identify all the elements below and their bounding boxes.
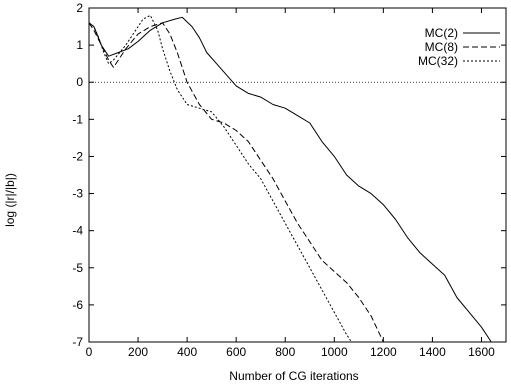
series-line-mc-2 bbox=[88, 16, 492, 343]
legend-label: MC(8) bbox=[425, 40, 458, 54]
x-tick-label: 1000 bbox=[321, 345, 348, 359]
legend-label: MC(2) bbox=[425, 26, 458, 40]
x-tick-label: 1400 bbox=[419, 345, 446, 359]
y-tick-label: -4 bbox=[72, 224, 83, 238]
y-axis-label: log (|r|/|b|) bbox=[3, 173, 17, 227]
legend-label: MC(32) bbox=[418, 54, 458, 68]
x-tick-label: 400 bbox=[177, 345, 197, 359]
series-line-mc-32 bbox=[88, 14, 352, 343]
y-tick-label: -6 bbox=[72, 298, 83, 312]
y-tick-label: -5 bbox=[72, 261, 83, 275]
x-tick-label: 1200 bbox=[370, 345, 397, 359]
y-tick-label: 2 bbox=[76, 1, 83, 15]
y-tick-label: -1 bbox=[72, 112, 83, 126]
x-tick-label: 800 bbox=[275, 345, 295, 359]
y-tick-label: -3 bbox=[72, 187, 83, 201]
y-tick-label: -2 bbox=[72, 149, 83, 163]
x-axis-label: Number of CG iterations bbox=[229, 369, 358, 383]
series-line-mc-8 bbox=[88, 22, 384, 343]
y-tick-label: 0 bbox=[76, 75, 83, 89]
x-tick-label: 600 bbox=[226, 345, 246, 359]
plot-frame bbox=[88, 7, 507, 343]
y-tick-label: 1 bbox=[76, 38, 83, 52]
y-tick-label: -7 bbox=[72, 335, 83, 349]
x-tick-label: 200 bbox=[128, 345, 148, 359]
x-tick-label: 1600 bbox=[468, 345, 495, 359]
x-tick-label: 0 bbox=[86, 345, 93, 359]
